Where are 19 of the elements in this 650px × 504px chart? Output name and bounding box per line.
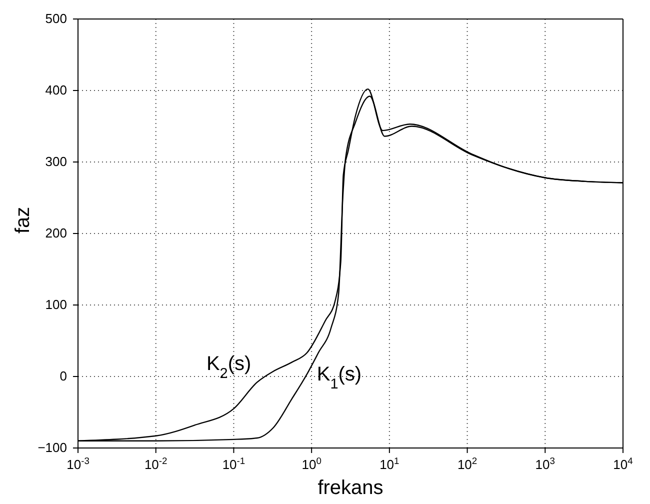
series-label: K$_{2}$(s) [206,353,252,382]
x-tick-label: 10$^{4}$ [613,456,633,472]
x-tick-label: 10$^{1}$ [380,456,400,472]
x-tick-label: 10$^{2}$ [457,456,478,472]
y-tick-label: 0 [60,368,67,384]
series-label: K$_{1}$(s) [316,363,362,392]
y-tick-label: 100 [45,297,67,312]
y-tick-label: 300 [45,154,67,169]
x-tick-label: 10$^{0}$ [302,456,322,472]
y-tick-label: 200 [45,226,67,240]
x-tick-label: 10$^{-1}$ [222,456,246,472]
x-tick-label: 10$^{3}$ [535,456,555,472]
x-tick-label: 10$^{-2}$ [144,456,168,472]
y-tick-label: 500 [45,11,67,26]
y-tick-label: 400 [45,82,67,98]
y-tick-label: −100 [38,440,67,455]
x-axis-title: frekans [318,477,384,499]
x-tick-label: 10$^{-3}$ [66,456,90,472]
y-axis-title: faz [12,206,34,234]
